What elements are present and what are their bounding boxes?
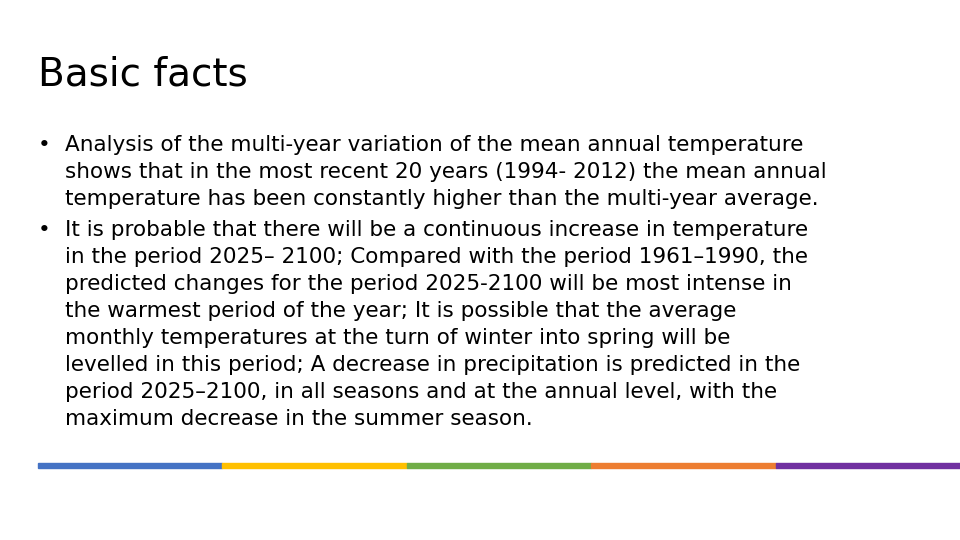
Text: •: • xyxy=(38,135,51,155)
Bar xyxy=(38,462,223,468)
Text: the warmest period of the year; It is possible that the average: the warmest period of the year; It is po… xyxy=(65,301,736,321)
Text: in the period 2025– 2100; Compared with the period 1961–1990, the: in the period 2025– 2100; Compared with … xyxy=(65,247,808,267)
Text: maximum decrease in the summer season.: maximum decrease in the summer season. xyxy=(65,409,533,429)
Text: shows that in the most recent 20 years (1994- 2012) the mean annual: shows that in the most recent 20 years (… xyxy=(65,162,827,182)
Text: levelled in this period; A decrease in precipitation is predicted in the: levelled in this period; A decrease in p… xyxy=(65,355,801,375)
Text: monthly temperatures at the turn of winter into spring will be: monthly temperatures at the turn of wint… xyxy=(65,328,731,348)
Text: It is probable that there will be a continuous increase in temperature: It is probable that there will be a cont… xyxy=(65,220,808,240)
Bar xyxy=(776,462,960,468)
Bar xyxy=(223,462,407,468)
Text: predicted changes for the period 2025-2100 will be most intense in: predicted changes for the period 2025-21… xyxy=(65,274,792,294)
Bar xyxy=(591,462,776,468)
Text: Basic facts: Basic facts xyxy=(38,55,248,93)
Text: period 2025–2100, in all seasons and at the annual level, with the: period 2025–2100, in all seasons and at … xyxy=(65,382,778,402)
Text: Analysis of the multi-year variation of the mean annual temperature: Analysis of the multi-year variation of … xyxy=(65,135,804,155)
Text: temperature has been constantly higher than the multi-year average.: temperature has been constantly higher t… xyxy=(65,189,819,209)
Bar xyxy=(407,462,591,468)
Text: •: • xyxy=(38,220,51,240)
